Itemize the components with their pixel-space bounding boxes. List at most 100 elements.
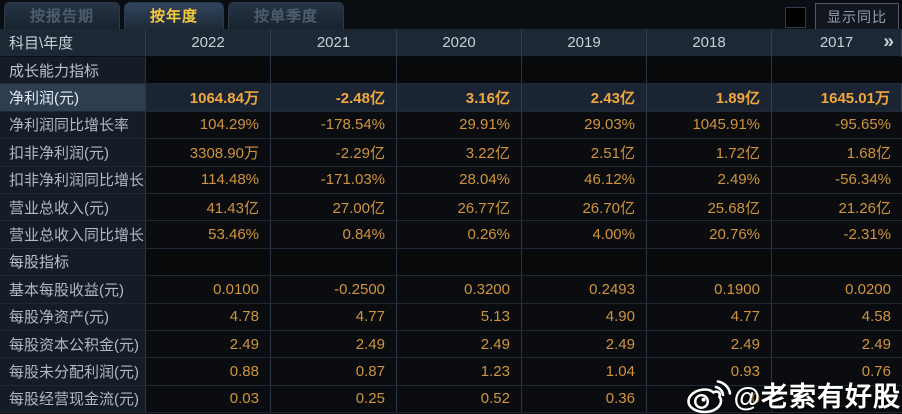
corner-header: 科目\年度	[0, 29, 146, 57]
cell-value: 1064.84万	[146, 84, 271, 112]
cell-value: 46.12%	[522, 166, 647, 194]
row-label: 净利润(元)	[0, 84, 146, 112]
section-row-growth: 成长能力指标	[0, 57, 902, 85]
year-header-2022: 2022	[146, 29, 271, 57]
cell-value: 0.03	[146, 385, 271, 414]
table-row-eps[interactable]: 基本每股收益(元) 0.0100 -0.2500 0.3200 0.2493 0…	[0, 276, 902, 304]
cell-value: 1.68亿	[772, 139, 902, 167]
cell-value: -2.29亿	[271, 139, 397, 167]
cell-value: 4.90	[522, 303, 647, 331]
cell-value: 21.26亿	[772, 193, 902, 222]
table-row-deducted-net-profit-yoy[interactable]: 扣非净利润同比增长率 114.48% -171.03% 28.04% 46.12…	[0, 166, 902, 194]
cell-value	[772, 57, 902, 85]
row-label: 基本每股收益(元)	[0, 276, 146, 304]
cell-value: 1.89亿	[647, 84, 772, 112]
cell-value: 2.49	[271, 330, 397, 359]
row-label: 扣非净利润(元)	[0, 139, 146, 167]
cell-value	[271, 57, 397, 85]
cell-value: 29.91%	[397, 111, 522, 140]
cell-value	[397, 57, 522, 85]
cell-value: 20.76%	[647, 221, 772, 249]
table-row-total-revenue[interactable]: 营业总收入(元) 41.43亿 27.00亿 26.77亿 26.70亿 25.…	[0, 193, 902, 222]
table-header-row: 科目\年度 2022 2021 2020 2019 2018 2017 »	[0, 29, 902, 57]
weibo-icon	[686, 380, 734, 414]
table-row-operating-cashflow-per-share[interactable]: 每股经营现金流(元) 0.03 0.25 0.52 0.36 0	[0, 385, 902, 414]
year-header-2018: 2018	[647, 29, 772, 57]
cell-value: 4.00%	[522, 221, 647, 249]
cell-value	[772, 385, 902, 414]
cell-value: 0.84%	[271, 221, 397, 249]
cell-value: 2.49	[522, 330, 647, 359]
cell-value: 41.43亿	[146, 193, 271, 222]
row-label: 营业总收入(元)	[0, 193, 146, 222]
cell-value: 26.77亿	[397, 193, 522, 222]
cell-value: 2.49	[647, 330, 772, 359]
cell-value: 0.52	[397, 385, 522, 414]
cell-value: 2.43亿	[522, 84, 647, 112]
cell-value: -178.54%	[271, 111, 397, 140]
cell-value	[146, 57, 271, 85]
cell-value: 4.58	[772, 303, 902, 331]
cell-value: 0.88	[146, 358, 271, 386]
table-row-deducted-net-profit[interactable]: 扣非净利润(元) 3308.90万 -2.29亿 3.22亿 2.51亿 1.7…	[0, 139, 902, 167]
cell-value: 26.70亿	[522, 193, 647, 222]
year-header-2017-label: 2017	[819, 34, 854, 51]
cell-value: 53.46%	[146, 221, 271, 249]
financial-indicators-table: 科目\年度 2022 2021 2020 2019 2018 2017 » 成长…	[0, 29, 902, 414]
cell-value: 0.93	[647, 358, 772, 386]
year-header-2019: 2019	[522, 29, 647, 57]
cell-value: -2.48亿	[271, 84, 397, 112]
table-row-capital-reserve-per-share[interactable]: 每股资本公积金(元) 2.49 2.49 2.49 2.49 2.49 2.49	[0, 330, 902, 359]
cell-value: 2.51亿	[522, 139, 647, 167]
cell-value: 2.49	[146, 330, 271, 359]
cell-value: -2.31%	[772, 221, 902, 249]
cell-value: 3308.90万	[146, 139, 271, 167]
cell-value	[397, 248, 522, 277]
year-header-2021: 2021	[271, 29, 397, 57]
table-row-net-profit[interactable]: 净利润(元) 1064.84万 -2.48亿 3.16亿 2.43亿 1.89亿…	[0, 84, 902, 112]
section-label: 每股指标	[0, 248, 146, 277]
row-label: 每股未分配利润(元)	[0, 358, 146, 386]
cell-value: -0.2500	[271, 276, 397, 304]
show-yoy-label[interactable]: 显示同比	[815, 3, 899, 32]
cell-value	[271, 248, 397, 277]
cell-value: 2.49	[772, 330, 902, 359]
cell-value: 0.3200	[397, 276, 522, 304]
cell-value: 1.04	[522, 358, 647, 386]
cell-value: 0.0100	[146, 276, 271, 304]
show-yoy-checkbox[interactable]	[785, 7, 806, 28]
table-row-net-profit-yoy[interactable]: 净利润同比增长率 104.29% -178.54% 29.91% 29.03% …	[0, 111, 902, 140]
cell-value	[772, 248, 902, 277]
cell-value: 0.87	[271, 358, 397, 386]
cell-value: 25.68亿	[647, 193, 772, 222]
table-row-total-revenue-yoy[interactable]: 营业总收入同比增长率 53.46% 0.84% 0.26% 4.00% 20.7…	[0, 221, 902, 249]
cell-value: 2.49%	[647, 166, 772, 194]
cell-value	[647, 57, 772, 85]
watermark-text: @老索有好股	[733, 381, 901, 412]
table-row-bps[interactable]: 每股净资产(元) 4.78 4.77 5.13 4.90 4.77 4.58	[0, 303, 902, 331]
tab-annual[interactable]: 按年度	[124, 2, 225, 29]
row-label: 扣非净利润同比增长率	[0, 166, 146, 194]
cell-value: 4.78	[146, 303, 271, 331]
cell-value: 1045.91%	[647, 111, 772, 140]
cell-value: 27.00亿	[271, 193, 397, 222]
yoy-controls: 显示同比	[785, 3, 899, 32]
row-label: 营业总收入同比增长率	[0, 221, 146, 249]
row-label: 净利润同比增长率	[0, 111, 146, 140]
cell-value: 0.0200	[772, 276, 902, 304]
cell-value: 0.25	[271, 385, 397, 414]
cell-value	[522, 57, 647, 85]
tab-single-quarter[interactable]: 按单季度	[228, 2, 345, 29]
table-row-undistributed-profit-per-share[interactable]: 每股未分配利润(元) 0.88 0.87 1.23 1.04 0.93 0.76	[0, 358, 902, 386]
cell-value: 4.77	[647, 303, 772, 331]
more-years-chevron-icon[interactable]: »	[883, 31, 894, 53]
watermark: @老索有好股	[686, 380, 901, 414]
tab-report-period[interactable]: 按报告期	[4, 2, 121, 29]
cell-value: 1.72亿	[647, 139, 772, 167]
cell-value: 0.36	[522, 385, 647, 414]
cell-value: -56.34%	[772, 166, 902, 194]
cell-value: 1.23	[397, 358, 522, 386]
period-tabbar: 按报告期 按年度 按单季度 显示同比	[0, 0, 902, 32]
cell-value: 4.77	[271, 303, 397, 331]
year-header-2020: 2020	[397, 29, 522, 57]
